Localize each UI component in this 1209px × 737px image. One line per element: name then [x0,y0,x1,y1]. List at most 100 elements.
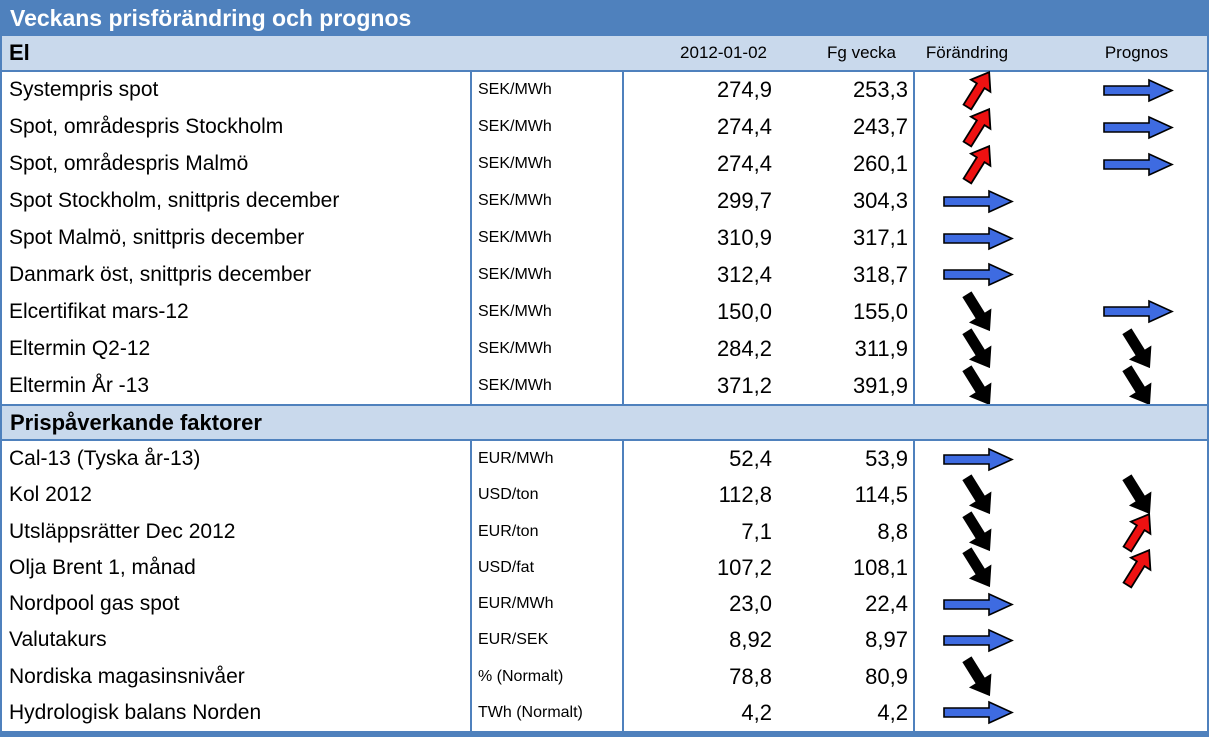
trend-flat-icon [915,220,1041,257]
row-label: Spot, områdespris Stockholm [9,115,284,139]
row-label: Olja Brent 1, månad [9,555,196,579]
row-label: Danmark öst, snittpris december [9,262,312,286]
row-unit: % (Normalt) [478,667,564,685]
table-row: Valutakurs EUR/SEK 8,92 8,97 [2,622,1207,658]
table-row: Spot, områdespris Malmö SEK/MWh 274,4 26… [2,145,1207,185]
forecast-arrow [1074,220,1202,257]
forecast-arrow [1074,586,1202,622]
row-label: Utsläppsrätter Dec 2012 [9,519,236,543]
row-value-current: 274,4 [716,114,772,140]
trend-flat-icon [915,622,1041,658]
row-value-previous: 8,97 [865,627,908,653]
row-label: Eltermin År -13 [9,373,150,397]
column-header-change: Förändring [925,43,1009,62]
row-value-previous: 260,1 [852,151,908,177]
row-unit: EUR/MWh [478,450,554,468]
forecast-down-icon [1074,364,1202,405]
trend-down-icon [915,328,1041,368]
trend-down-icon [915,511,1041,551]
row-value-current: 4,2 [741,699,772,725]
forecast-down-icon [1074,328,1202,368]
row-label: Nordiska magasinsnivåer [9,664,245,688]
table-row: Spot Stockholm, snittpris december SEK/M… [2,183,1207,220]
column-header-forecast: Prognos [1104,43,1169,62]
trend-up-icon [915,145,1041,185]
table-row: Kol 2012 USD/ton 112,8 114,5 [2,474,1207,515]
table-row: Olja Brent 1, månad USD/fat 107,2 108,1 [2,547,1207,589]
table-title: Veckans prisförändring och prognos [2,0,1207,36]
row-value-previous: 22,4 [865,591,908,617]
row-value-previous: 108,1 [852,554,908,580]
row-label: Eltermin Q2-12 [9,336,151,360]
forecast-flat-icon [1074,109,1202,146]
table-row: Eltermin År -13 SEK/MWh 371,2 391,9 [2,364,1207,405]
row-unit: SEK/MWh [478,155,552,173]
row-value-current: 371,2 [716,372,772,398]
row-value-previous: 53,9 [865,446,908,472]
row-value-current: 150,0 [716,298,772,324]
forecast-arrow [1074,183,1202,220]
forecast-arrow [1074,659,1202,695]
row-unit: SEK/MWh [478,376,552,394]
column-divider [622,441,624,731]
row-value-previous: 311,9 [854,335,908,361]
row-label: Spot Stockholm, snittpris december [9,189,340,213]
table-row: Spot, områdespris Stockholm SEK/MWh 274,… [2,108,1207,148]
column-divider [913,72,915,404]
table-row: Systempris spot SEK/MWh 274,9 253,3 [2,71,1207,112]
row-value-previous: 155,0 [852,298,908,324]
row-unit: SEK/MWh [478,265,552,283]
row-value-previous: 4,2 [877,699,908,725]
row-label: Elcertifikat mars-12 [9,299,189,323]
trend-down-icon [915,291,1041,331]
row-value-previous: 114,5 [854,482,908,508]
row-unit: SEK/MWh [478,229,552,246]
forecast-arrow [1074,695,1202,731]
row-value-previous: 8,8 [877,518,908,544]
row-value-current: 8,92 [729,627,772,653]
trend-flat-icon [915,695,1041,731]
row-value-current: 23,0 [729,591,772,617]
row-value-current: 112,8 [718,482,772,508]
row-value-previous: 391,9 [852,372,908,398]
table-row: Hydrologisk balans Norden TWh (Normalt) … [2,695,1207,731]
trend-down-icon [915,656,1041,696]
row-unit: EUR/MWh [478,595,554,613]
row-unit: USD/ton [478,486,539,504]
trend-down-icon [915,364,1041,405]
forecast-flat-icon [1074,72,1202,109]
column-header-date: 2012-01-02 [680,43,767,62]
trend-down-icon [915,474,1041,515]
trend-down-icon [915,547,1041,587]
row-value-current: 284,2 [716,335,772,361]
row-unit: SEK/MWh [478,302,552,320]
row-value-previous: 317,1 [852,225,908,250]
row-value-current: 52,4 [729,446,772,472]
forecast-up-icon [1074,548,1202,589]
trend-flat-icon [915,441,1041,477]
row-unit: EUR/ton [478,522,539,540]
trend-up-icon [915,108,1041,148]
column-header-row: El 2012-01-02 Fg vecka Förändring Progno… [2,36,1207,72]
row-label: Kol 2012 [9,483,92,507]
row-unit: EUR/SEK [478,631,549,649]
forecast-flat-icon [1074,146,1202,183]
table-row: Cal-13 (Tyska år-13) EUR/MWh 52,4 53,9 [2,441,1207,477]
table-row: Nordpool gas spot EUR/MWh 23,0 22,4 [2,586,1207,622]
forecast-arrow [1074,622,1202,658]
row-value-current: 7,1 [741,518,772,544]
table-row: Eltermin Q2-12 SEK/MWh 284,2 311,9 [2,328,1207,368]
row-value-current: 107,2 [716,554,772,580]
section-factors-rows: Cal-13 (Tyska år-13) EUR/MWh 52,4 53,9 K… [2,441,1207,731]
forecast-flat-icon [1074,293,1202,330]
row-value-previous: 318,7 [852,261,908,287]
trend-flat-icon [915,586,1041,622]
row-unit: TWh (Normalt) [478,703,583,721]
row-value-previous: 80,9 [865,663,908,689]
row-label: Valutakurs [9,628,107,652]
column-divider [470,441,472,731]
trend-flat-icon [915,256,1041,293]
section-title-el: El [9,40,30,65]
table-row: Elcertifikat mars-12 SEK/MWh 150,0 155,0 [2,291,1207,331]
section-title-factors: Prispåverkande faktorer [2,404,1207,441]
